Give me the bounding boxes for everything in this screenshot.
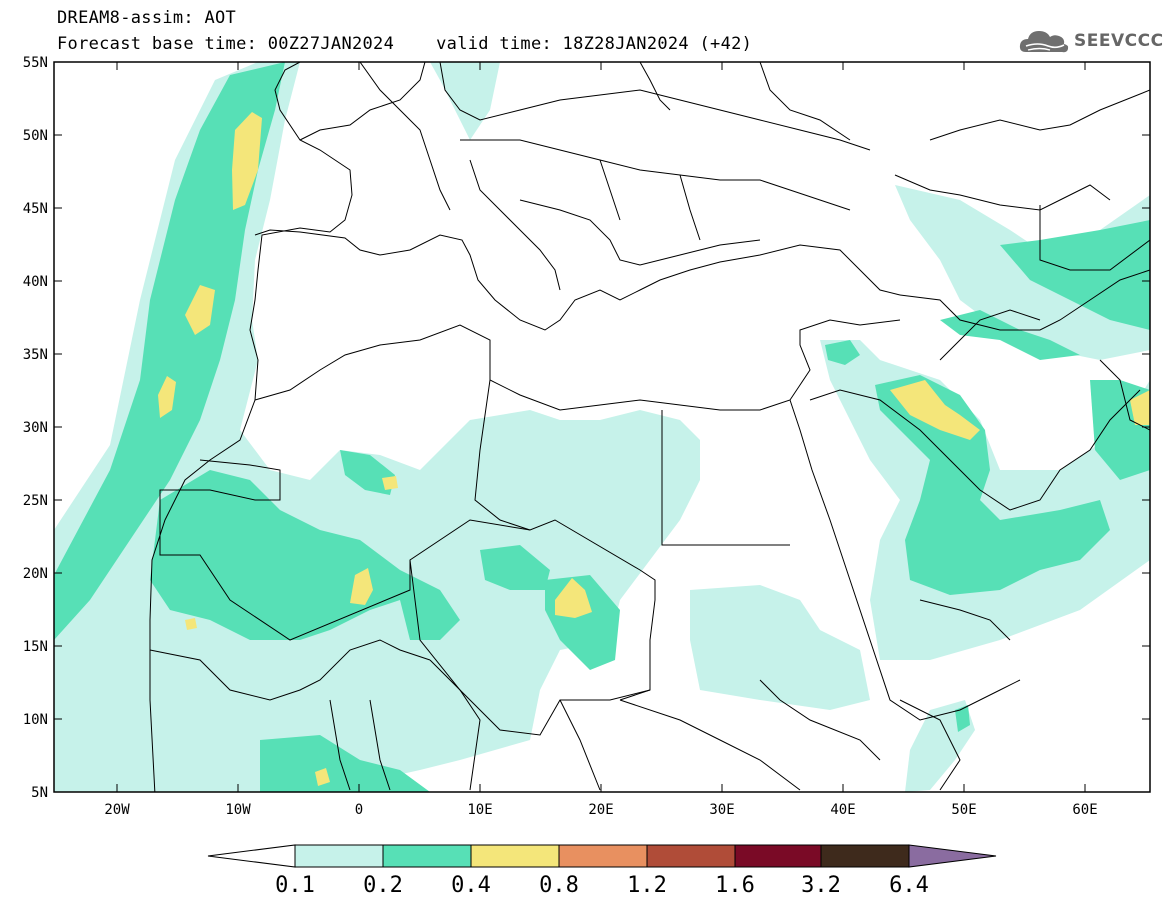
x-tick-label: 20W (104, 802, 130, 818)
colorbar-swatch (734, 844, 822, 868)
colorbar-label: 1.2 (627, 873, 667, 898)
colorbar-label: 0.8 (539, 873, 579, 898)
colorbar-label: 0.4 (451, 873, 491, 898)
y-tick-label: 30N (23, 420, 48, 436)
colorbar-label: 0.1 (275, 873, 315, 898)
colorbar-labels: 0.1 0.2 0.4 0.8 1.2 1.6 3.2 6.4 (275, 873, 929, 898)
x-tick-label: 50E (951, 802, 976, 818)
y-tick-label: 15N (23, 639, 48, 655)
coastlines-and-borders (149, 62, 1150, 792)
x-tick-label: 60E (1072, 802, 1097, 818)
seevccc-logo: SEEVCCC (1018, 26, 1164, 56)
colorbar-swatch (558, 844, 648, 868)
colorbar (207, 844, 997, 868)
y-tick-label: 25N (23, 493, 48, 509)
x-tick-label: 0 (355, 802, 363, 818)
x-tick-label: 30E (709, 802, 734, 818)
time-info: Forecast base time: 00Z27JAN2024 valid ti… (57, 34, 752, 54)
colorbar-swatch (646, 844, 736, 868)
cloud-icon (1019, 31, 1069, 53)
x-tick-label: 40E (830, 802, 855, 818)
x-tick-label: 20E (588, 802, 613, 818)
y-tick-label: 40N (23, 274, 48, 290)
x-tick-label: 10W (225, 802, 251, 818)
y-tick-label: 35N (23, 347, 48, 363)
colorbar-swatch (470, 844, 560, 868)
y-tick-label: 45N (23, 201, 48, 217)
y-tick-label: 20N (23, 566, 48, 582)
x-tick-label: 10E (467, 802, 492, 818)
y-tick-label: 55N (23, 55, 48, 71)
colorbar-swatch (820, 844, 910, 868)
aot-field (54, 62, 1150, 792)
colorbar-label: 0.2 (363, 873, 403, 898)
colorbar-swatch (908, 844, 997, 868)
y-tick-label: 50N (23, 128, 48, 144)
aot-level-0.4 (158, 112, 1150, 786)
y-tick-label: 5N (31, 785, 48, 801)
y-axis: 55N 50N 45N 40N 35N 30N 25N 20N 15N 10N … (23, 55, 1150, 801)
colorbar-swatch (382, 844, 472, 868)
forecast-base-time: Forecast base time: 00Z27JAN2024 (57, 34, 395, 54)
x-axis: 20W 10W 0 10E 20E 30E 40E 50E 60E (104, 62, 1098, 818)
colorbar-label: 3.2 (801, 873, 841, 898)
colorbar-label: 6.4 (889, 873, 929, 898)
colorbar-swatch (207, 844, 296, 868)
aot-level-0.2 (54, 62, 1150, 792)
valid-time: valid time: 18Z28JAN2024 (+42) (436, 34, 753, 54)
colorbar-label: 1.6 (715, 873, 755, 898)
model-title: DREAM8-assim: AOT (57, 8, 237, 28)
colorbar-swatch (294, 844, 384, 868)
logo-text: SEEVCCC (1074, 31, 1164, 51)
y-tick-label: 10N (23, 712, 48, 728)
